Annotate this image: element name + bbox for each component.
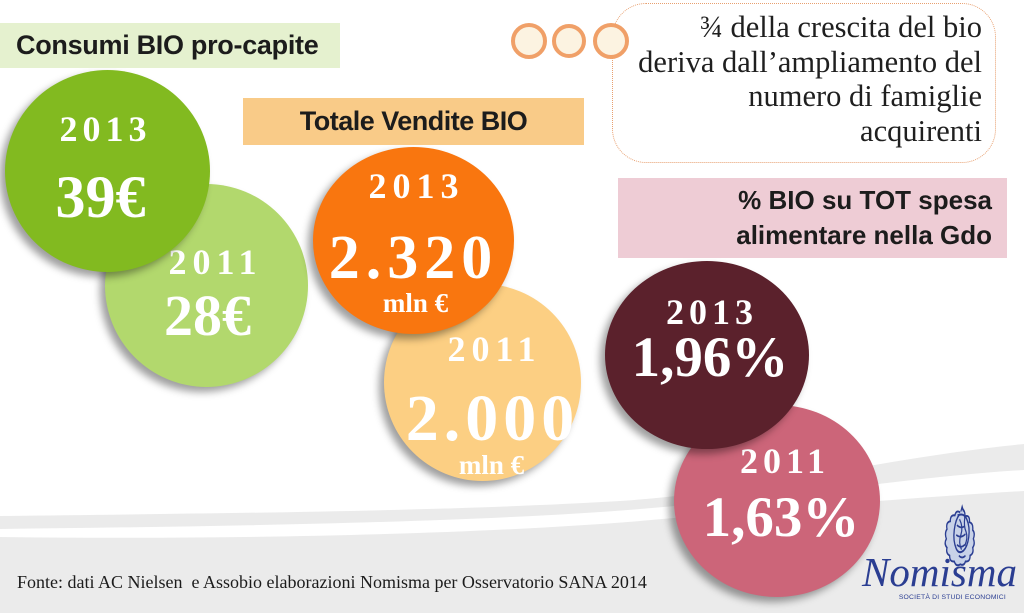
svg-text:SOCIETÀ DI STUDI ECONOMICI: SOCIETÀ DI STUDI ECONOMICI: [899, 592, 1006, 601]
svg-text:Nomisma: Nomisma: [861, 549, 1017, 595]
